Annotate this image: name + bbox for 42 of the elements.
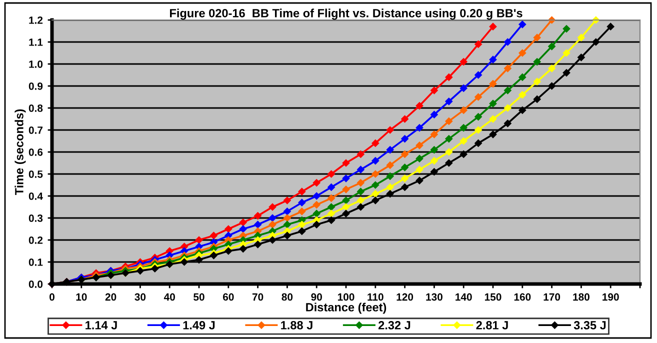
x-tick-label: 60	[222, 293, 234, 301]
x-tick-label: 50	[194, 293, 204, 301]
y-axis-title: Time (seconds)	[14, 109, 26, 196]
x-tick-label: 170	[544, 293, 560, 301]
y-tick-label: 0.4	[28, 192, 43, 200]
x-tick-label: 160	[514, 293, 531, 301]
x-tick-label: 140	[456, 293, 472, 301]
x-tick-label: 20	[105, 293, 116, 301]
x-tick-label: 30	[134, 293, 146, 301]
y-tick-label: 1.2	[29, 16, 43, 24]
legend-label: 1.88 J	[281, 321, 312, 330]
x-tick-label: 110	[368, 293, 384, 301]
x-tick-label: 150	[484, 293, 502, 301]
y-tick-label: 0.5	[28, 170, 43, 178]
x-tick-label: 90	[311, 293, 322, 301]
legend-label: 3.35 J	[574, 321, 606, 330]
y-tick-label: 0.0	[28, 280, 43, 288]
x-tick-label: 100	[338, 293, 354, 301]
legend-label: 2.32 J	[378, 321, 410, 330]
y-tick-label: 0.7	[28, 126, 43, 134]
legend-label: 2.81 J	[476, 321, 508, 330]
y-tick-label: 1.0	[29, 60, 43, 68]
x-tick-label: 120	[396, 293, 414, 301]
x-tick-label: 40	[164, 293, 175, 301]
y-tick-label: 0.6	[28, 148, 43, 156]
y-tick-label: 0.1	[28, 258, 43, 266]
chart-title: Figure 020-16 BB Time of Flight vs. Distance using 0.20 g BB's	[170, 8, 522, 20]
y-tick-label: 0.8	[28, 104, 43, 112]
x-axis-title: Distance (feet)	[306, 302, 386, 314]
x-tick-label: 10	[76, 293, 87, 301]
x-tick-label: 80	[282, 293, 293, 301]
x-tick-label: 130	[426, 293, 442, 301]
x-tick-label: 180	[573, 293, 590, 301]
y-tick-label: 1.1	[29, 38, 43, 46]
legend-label: 1.14 J	[86, 321, 117, 330]
x-tick-label: 70	[252, 293, 264, 301]
y-tick-label: 0.9	[28, 82, 43, 90]
x-tick-label: 0	[50, 293, 54, 301]
y-tick-label: 0.2	[28, 236, 43, 244]
legend-label: 1.49 J	[183, 321, 215, 330]
x-tick-label: 190	[602, 293, 619, 301]
y-tick-label: 0.3	[28, 214, 43, 222]
